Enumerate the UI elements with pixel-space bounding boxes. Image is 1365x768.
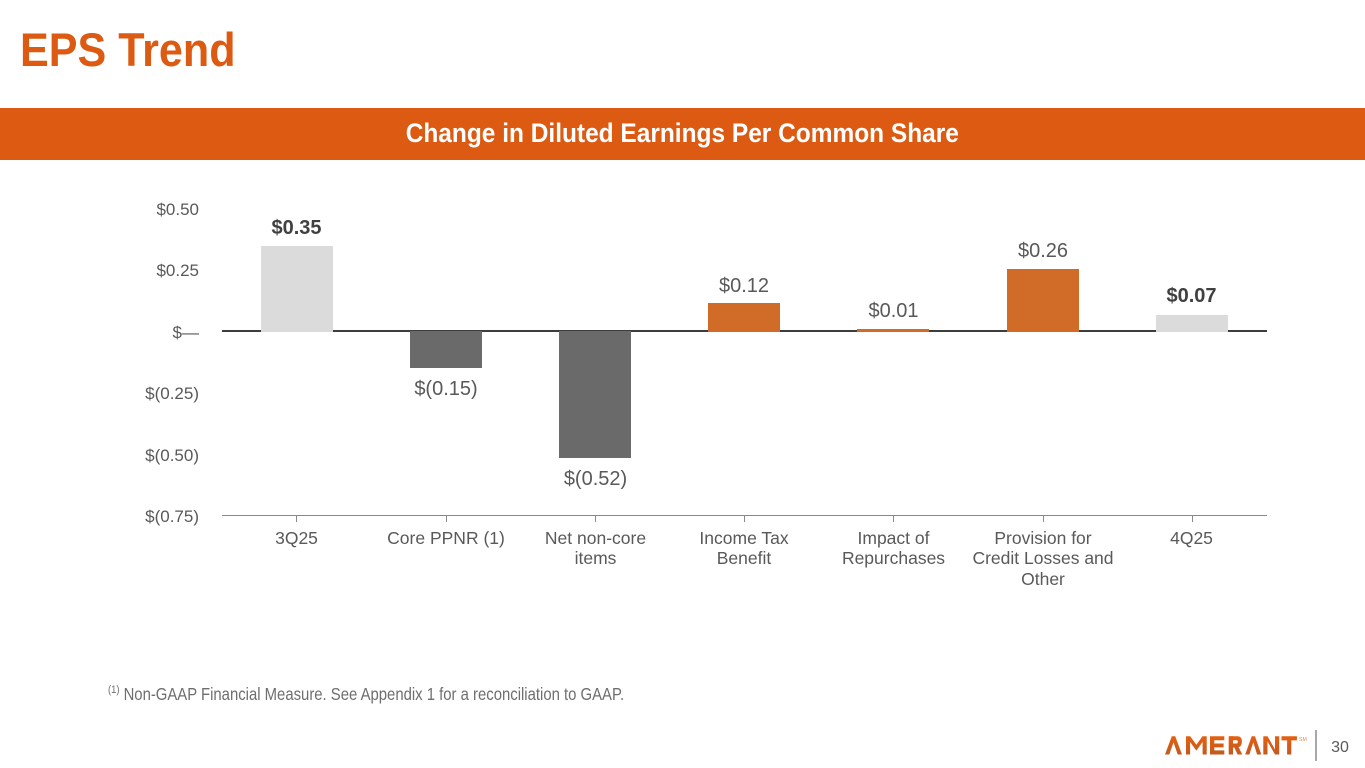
svg-text:SM: SM: [1299, 737, 1307, 743]
